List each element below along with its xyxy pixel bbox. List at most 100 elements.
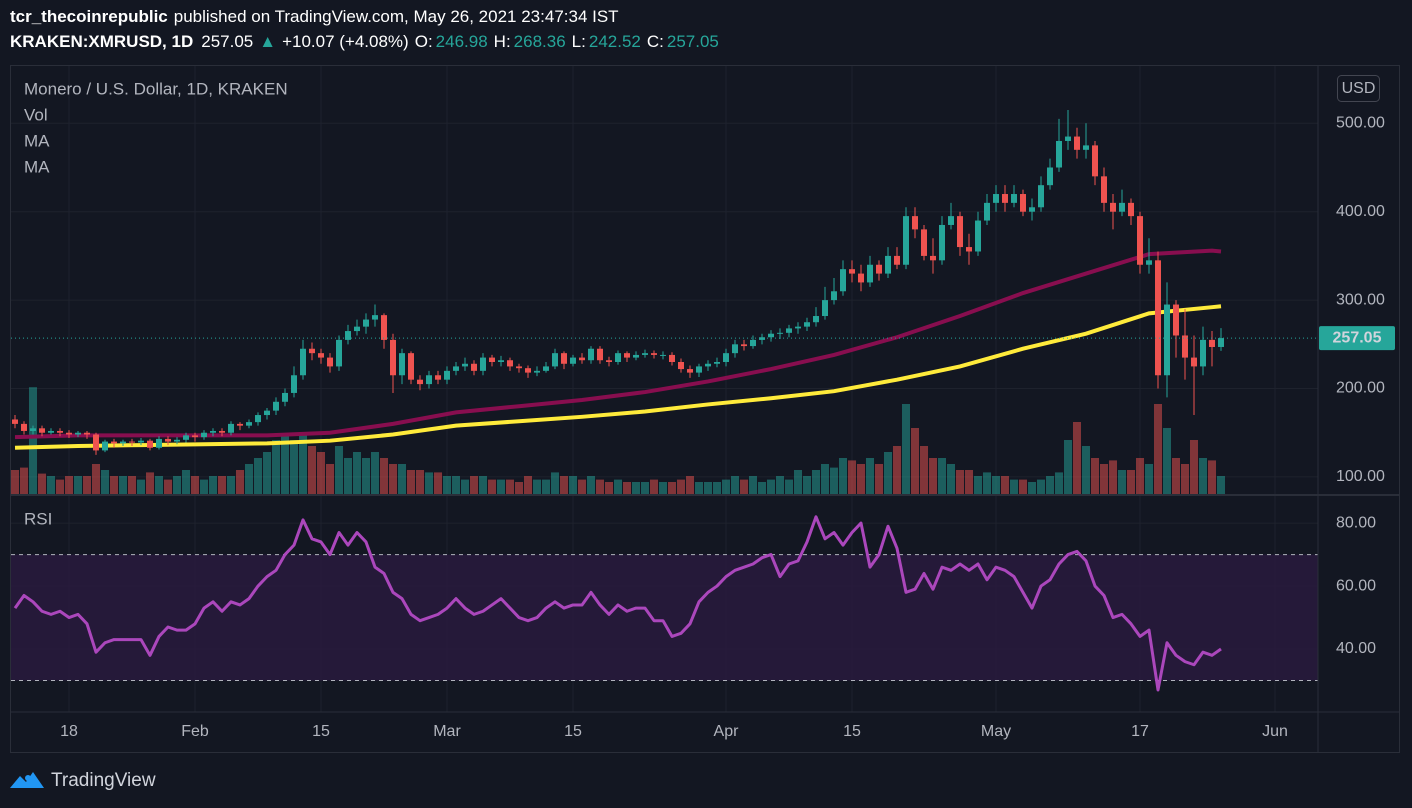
candle-body [1200, 339, 1206, 367]
volume-bar [785, 479, 793, 494]
candle-body [66, 432, 72, 435]
close-value: 257.05 [667, 32, 719, 51]
candle-body [1065, 136, 1071, 141]
volume-bar [722, 479, 730, 494]
volume-bar [434, 472, 442, 494]
volume-bar [812, 470, 820, 494]
legend-item: MA [24, 157, 50, 176]
candle-body [723, 353, 729, 363]
volume-bar [497, 479, 505, 494]
x-tick-label: 15 [843, 723, 861, 740]
volume-bar [299, 434, 307, 494]
volume-bar [1019, 479, 1027, 494]
candle-body [759, 337, 765, 340]
candle-body [741, 344, 747, 347]
volume-bar [920, 446, 928, 494]
volume-bar [965, 470, 973, 494]
volume-bar [1064, 440, 1072, 494]
volume-bar [488, 479, 496, 494]
volume-bar [65, 476, 73, 494]
candle-body [381, 315, 387, 340]
candle-body [894, 255, 900, 265]
rsi-band [11, 554, 1318, 681]
candle-body [246, 422, 252, 426]
candle-body [642, 353, 648, 355]
currency-button[interactable] [1337, 75, 1380, 102]
candle-body [336, 339, 342, 367]
candle-body [183, 435, 189, 440]
candle-body [552, 353, 558, 367]
plot [11, 66, 1318, 712]
volume-bar [1181, 464, 1189, 494]
candle-body [165, 438, 171, 442]
candle-body [579, 357, 585, 361]
volume-bar [443, 476, 451, 494]
candle-body [678, 362, 684, 370]
arrow: ▲ [259, 32, 276, 51]
volume-bar [614, 479, 622, 494]
candle-body [471, 363, 477, 371]
volume-bar [938, 458, 946, 494]
candle-body [426, 375, 432, 385]
y-tick-label: 300.00 [1336, 291, 1385, 308]
volume-bar [362, 458, 370, 494]
candle-body [534, 370, 540, 373]
volume-bar [11, 470, 19, 494]
volume-bar [983, 472, 991, 494]
candle-body [696, 366, 702, 373]
volume-bar [695, 482, 703, 494]
candle-body [930, 255, 936, 261]
candle-body [867, 264, 873, 283]
candle-body [210, 430, 216, 433]
volume-bar [740, 479, 748, 494]
currency[interactable]: USD [1342, 80, 1376, 97]
candle-body [138, 440, 144, 443]
candle-body [732, 344, 738, 354]
volume-bar [317, 452, 325, 494]
candle-body [777, 332, 783, 334]
volume-bar [218, 476, 226, 494]
volume-bar [767, 479, 775, 494]
candle-body [984, 202, 990, 221]
volume-bar [1055, 472, 1063, 494]
volume-bar [758, 482, 766, 494]
volume-bar [1217, 476, 1225, 494]
candle-body [885, 255, 891, 274]
volume-bar [749, 476, 757, 494]
volume-bar [344, 458, 352, 494]
volume-bar [857, 464, 865, 494]
volume-bar [992, 476, 1000, 494]
volume-bar [542, 479, 550, 494]
volume-bar [524, 476, 532, 494]
candle-body [102, 441, 108, 451]
volume-bar [956, 470, 964, 494]
candle-body [417, 379, 423, 385]
volume-bar [578, 479, 586, 494]
candle-body [354, 326, 360, 332]
x-tick-label: 15 [564, 723, 582, 740]
last-price: 257.05 [201, 32, 253, 51]
candle-body [1182, 335, 1188, 358]
candle-body [804, 322, 810, 327]
candle-body [1020, 194, 1026, 212]
candle-body [525, 368, 531, 373]
candle-body [93, 434, 99, 451]
candle-body [1110, 202, 1116, 212]
volume-bar [1046, 476, 1054, 494]
candle-body [1002, 194, 1008, 203]
candle-body [615, 353, 621, 363]
candle-body [219, 430, 225, 433]
volume-bar [1109, 460, 1117, 494]
volume-bar [974, 476, 982, 494]
candle-body [192, 435, 198, 438]
volume-bar [128, 476, 136, 494]
volume-bar [110, 476, 118, 494]
candle-body [570, 357, 576, 364]
volume-bar [173, 476, 181, 494]
y-tick-label: 500.00 [1336, 115, 1385, 132]
candle-body [1209, 339, 1215, 347]
volume-bar [1010, 479, 1018, 494]
candle-body [84, 432, 90, 435]
volume-bar [335, 446, 343, 494]
candle-body [795, 326, 801, 329]
